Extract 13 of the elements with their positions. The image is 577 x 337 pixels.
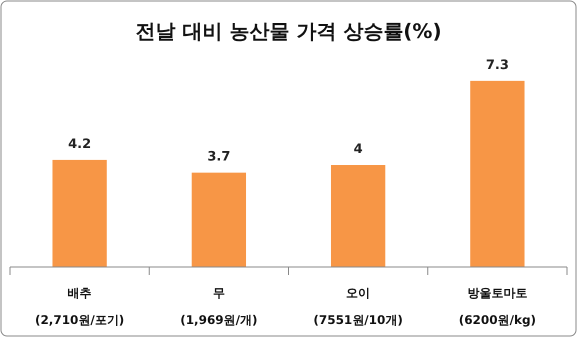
- x-tick-label: 배추 (2,710원/포기): [34, 286, 124, 327]
- x-tick-label: 오이 (7551원/10개): [313, 286, 403, 327]
- data-label: 4.2: [68, 136, 92, 152]
- x-tick-label: 무 (1,969원/개): [180, 286, 258, 327]
- bar: [330, 165, 386, 267]
- data-label: 3.7: [207, 150, 230, 165]
- data-label: 7.3: [486, 58, 509, 73]
- data-label: 4: [354, 142, 363, 158]
- chart-title: 전날 대비 농산물 가격 상승률(%): [135, 19, 442, 43]
- bar: [192, 172, 246, 267]
- bar: [470, 80, 525, 267]
- x-tick-label: 방울토마토 (6200원/kg): [458, 286, 536, 327]
- bar: [52, 160, 107, 267]
